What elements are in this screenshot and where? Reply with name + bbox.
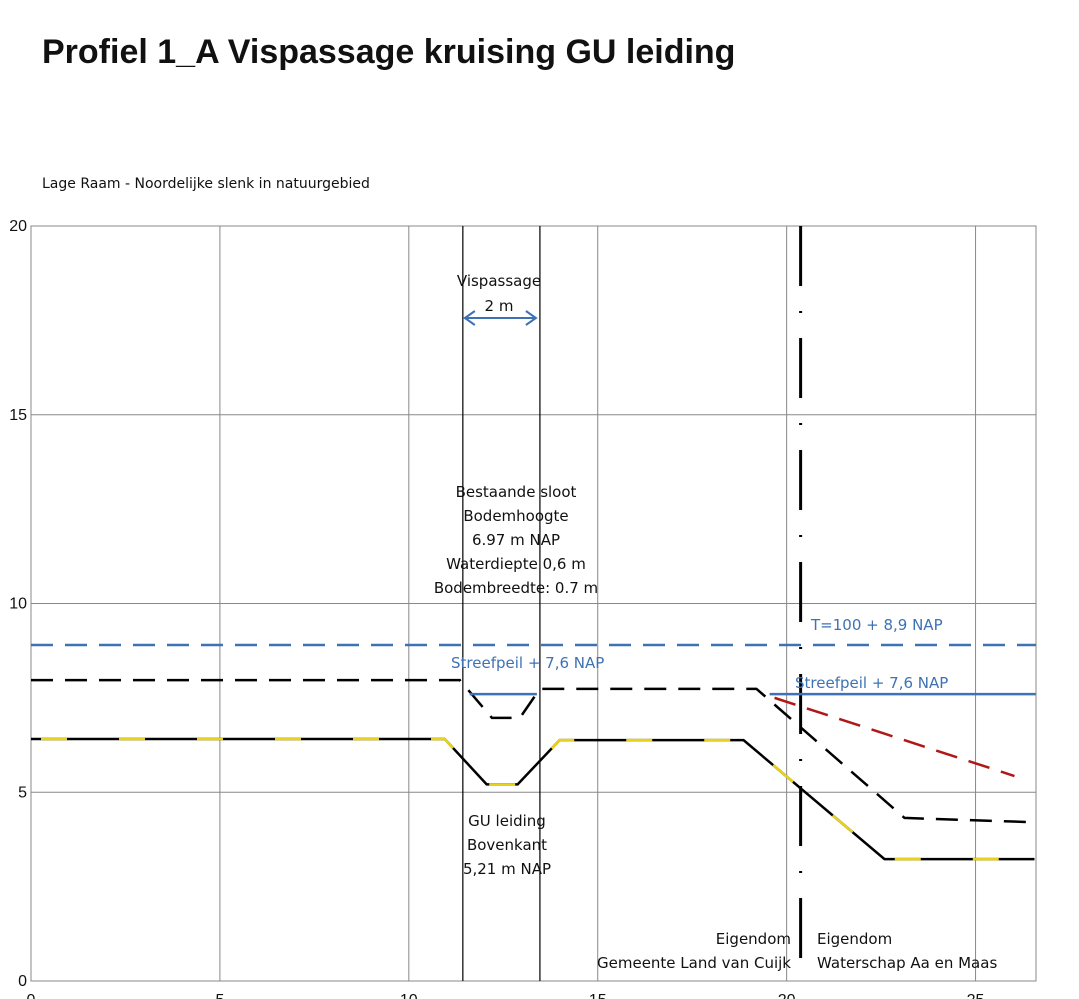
annotation: Waterschap Aa en Maas xyxy=(817,954,997,972)
annotation: Eigendom xyxy=(817,930,892,948)
annotation: 2 m xyxy=(485,297,514,315)
y-tick-label: 0 xyxy=(18,973,27,990)
x-tick-label: 15 xyxy=(589,992,607,999)
y-tick-label: 15 xyxy=(9,407,27,424)
x-tick-label: 20 xyxy=(778,992,796,999)
x-tick-label: 10 xyxy=(400,992,418,999)
annotation: Vispassage xyxy=(457,272,541,290)
annotation: Bodembreedte: 0.7 m xyxy=(434,579,598,597)
profile-line xyxy=(774,696,1015,778)
annotation: T=100 + 8,9 NAP xyxy=(810,616,943,634)
x-tick-label: 0 xyxy=(27,992,36,999)
annotation: Bestaande sloot xyxy=(456,483,577,501)
annotation: Bovenkant xyxy=(467,836,547,854)
arrow-head xyxy=(463,310,538,326)
annotation: Eigendom xyxy=(716,930,791,948)
annotation: 5,21 m NAP xyxy=(463,860,551,878)
annotation: Gemeente Land van Cuijk xyxy=(597,954,791,972)
y-tick-label: 10 xyxy=(9,596,27,613)
annotation: GU leiding xyxy=(468,812,546,830)
y-tick-label: 5 xyxy=(18,784,27,801)
annotation: 6.97 m NAP xyxy=(472,531,560,549)
annotation: Streefpeil + 7,6 NAP xyxy=(451,654,604,672)
profile-line xyxy=(31,678,1030,824)
annotation: Waterdiepte 0,6 m xyxy=(446,555,586,573)
x-tick-label: 5 xyxy=(215,992,224,999)
subtitle: Lage Raam - Noordelijke slenk in natuurg… xyxy=(42,176,370,192)
title: Profiel 1_A Vispassage kruising GU leidi… xyxy=(42,33,735,71)
y-tick-label: 20 xyxy=(9,218,27,235)
annotation: Streefpeil + 7,6 NAP xyxy=(795,674,948,692)
x-tick-label: 25 xyxy=(967,992,985,999)
annotation: Bodemhoogte xyxy=(463,507,568,525)
profile-line-accent xyxy=(31,737,1035,861)
